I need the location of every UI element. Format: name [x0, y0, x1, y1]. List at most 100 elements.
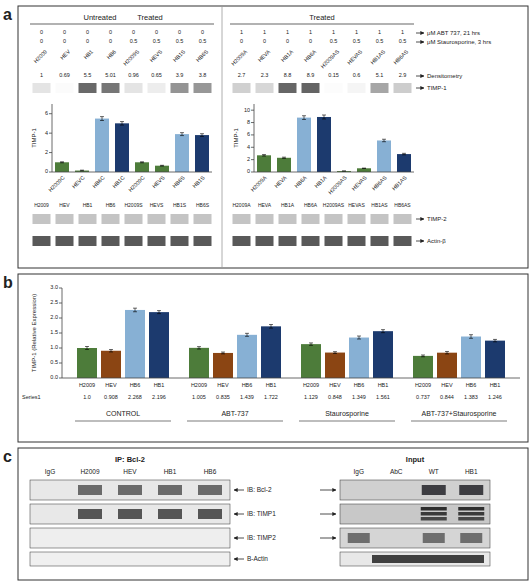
error-cap — [262, 156, 266, 157]
y-tick-label: 2.0 — [50, 314, 58, 320]
error-line — [159, 311, 160, 314]
error-bar — [381, 330, 385, 333]
blot-band — [458, 512, 484, 516]
y-tick-label: 1.5 — [50, 329, 58, 335]
error-line — [471, 335, 472, 339]
arrow — [416, 42, 424, 43]
error-cap — [80, 170, 84, 171]
y-tick — [251, 122, 254, 123]
error-cap — [221, 352, 225, 353]
blot-band — [171, 236, 189, 246]
blot-band — [371, 83, 389, 93]
error-cap — [100, 120, 104, 121]
error-cap — [180, 132, 184, 133]
error-cap — [140, 161, 144, 162]
y-tick-label: 6 — [45, 110, 48, 116]
densitometry: 0.69 — [59, 72, 70, 78]
y-axis-label: TIMP-1 (Relative Expression) — [31, 294, 37, 372]
bar — [213, 353, 233, 378]
blot-band — [78, 485, 102, 495]
error-cap — [133, 308, 137, 309]
bar — [55, 162, 69, 172]
blot-band — [256, 236, 274, 246]
error-bar — [245, 333, 249, 336]
densitometry: 1 — [40, 72, 43, 78]
blot — [30, 504, 230, 524]
error-cap — [382, 141, 386, 142]
data-label: 1.005 — [192, 394, 206, 400]
bar — [301, 344, 321, 378]
error-bar — [262, 155, 266, 156]
blot-band — [348, 83, 366, 93]
x-tick-label: HEVC — [71, 174, 86, 189]
y-tick — [59, 348, 62, 349]
error-cap — [157, 310, 161, 311]
concentration: 0 — [178, 29, 181, 35]
blot-band — [102, 236, 120, 246]
concentration: 1 — [355, 29, 358, 35]
error-bar — [402, 153, 406, 154]
group-underline — [75, 421, 171, 422]
error-cap — [357, 339, 361, 340]
densitometry: 2.9 — [399, 72, 407, 78]
blot — [340, 528, 490, 548]
blot-band — [348, 533, 370, 543]
blot-band — [233, 83, 251, 93]
error-bar — [180, 133, 184, 136]
y-tick — [251, 147, 254, 148]
blot-band — [325, 236, 343, 246]
error-line — [202, 134, 203, 137]
error-line — [304, 116, 305, 120]
arrow — [234, 559, 244, 560]
lane-label: HEVS — [148, 48, 163, 63]
blot — [30, 528, 230, 548]
x-axis — [52, 172, 212, 173]
lane-label: HB6AS — [394, 202, 411, 208]
blot-band — [233, 236, 251, 246]
panel-frame — [18, 448, 528, 580]
x-tick-label: HB6 — [130, 382, 141, 388]
lane-label: HB6A — [303, 48, 318, 63]
blot-band — [348, 236, 366, 246]
x-tick-label: HEV — [441, 382, 453, 388]
bar — [77, 348, 97, 378]
error-line — [383, 330, 384, 333]
concentration: 0.5 — [153, 38, 161, 44]
group-label: ABT-737+Staurosporine — [422, 410, 497, 418]
error-cap — [381, 332, 385, 333]
blot-band — [194, 214, 212, 224]
y-tick-label: 4 — [247, 144, 250, 150]
error-bar — [322, 115, 326, 119]
bar — [297, 118, 311, 172]
y-axis — [254, 104, 255, 172]
concentration: 0 — [109, 29, 112, 35]
bar — [257, 155, 271, 172]
blot-band — [421, 507, 447, 511]
error-cap — [197, 349, 201, 350]
error-cap — [282, 157, 286, 158]
arrow — [234, 490, 244, 491]
concentration: 0 — [40, 29, 43, 35]
arrow — [416, 33, 424, 34]
x-tick-label: H2009 — [415, 382, 431, 388]
error-cap — [160, 166, 164, 167]
bar — [461, 337, 481, 378]
y-tick — [59, 363, 62, 364]
lane-label: HB1S — [173, 202, 187, 208]
section-header: Treated — [309, 13, 335, 22]
blot-band — [33, 214, 51, 224]
concentration: 1 — [378, 29, 381, 35]
lane-label: HB1AS — [369, 48, 386, 65]
group-underline — [299, 421, 395, 422]
blot-band — [125, 83, 143, 93]
error-cap — [342, 170, 346, 171]
blot — [30, 480, 230, 500]
y-tick-label: 0 — [45, 168, 48, 174]
bar — [115, 123, 129, 172]
error-line — [495, 339, 496, 341]
blot — [340, 480, 490, 500]
lane-label: HB6A — [304, 202, 318, 208]
y-tick-label: 1.0 — [50, 344, 58, 350]
y-tick — [49, 172, 52, 173]
error-line — [87, 347, 88, 350]
